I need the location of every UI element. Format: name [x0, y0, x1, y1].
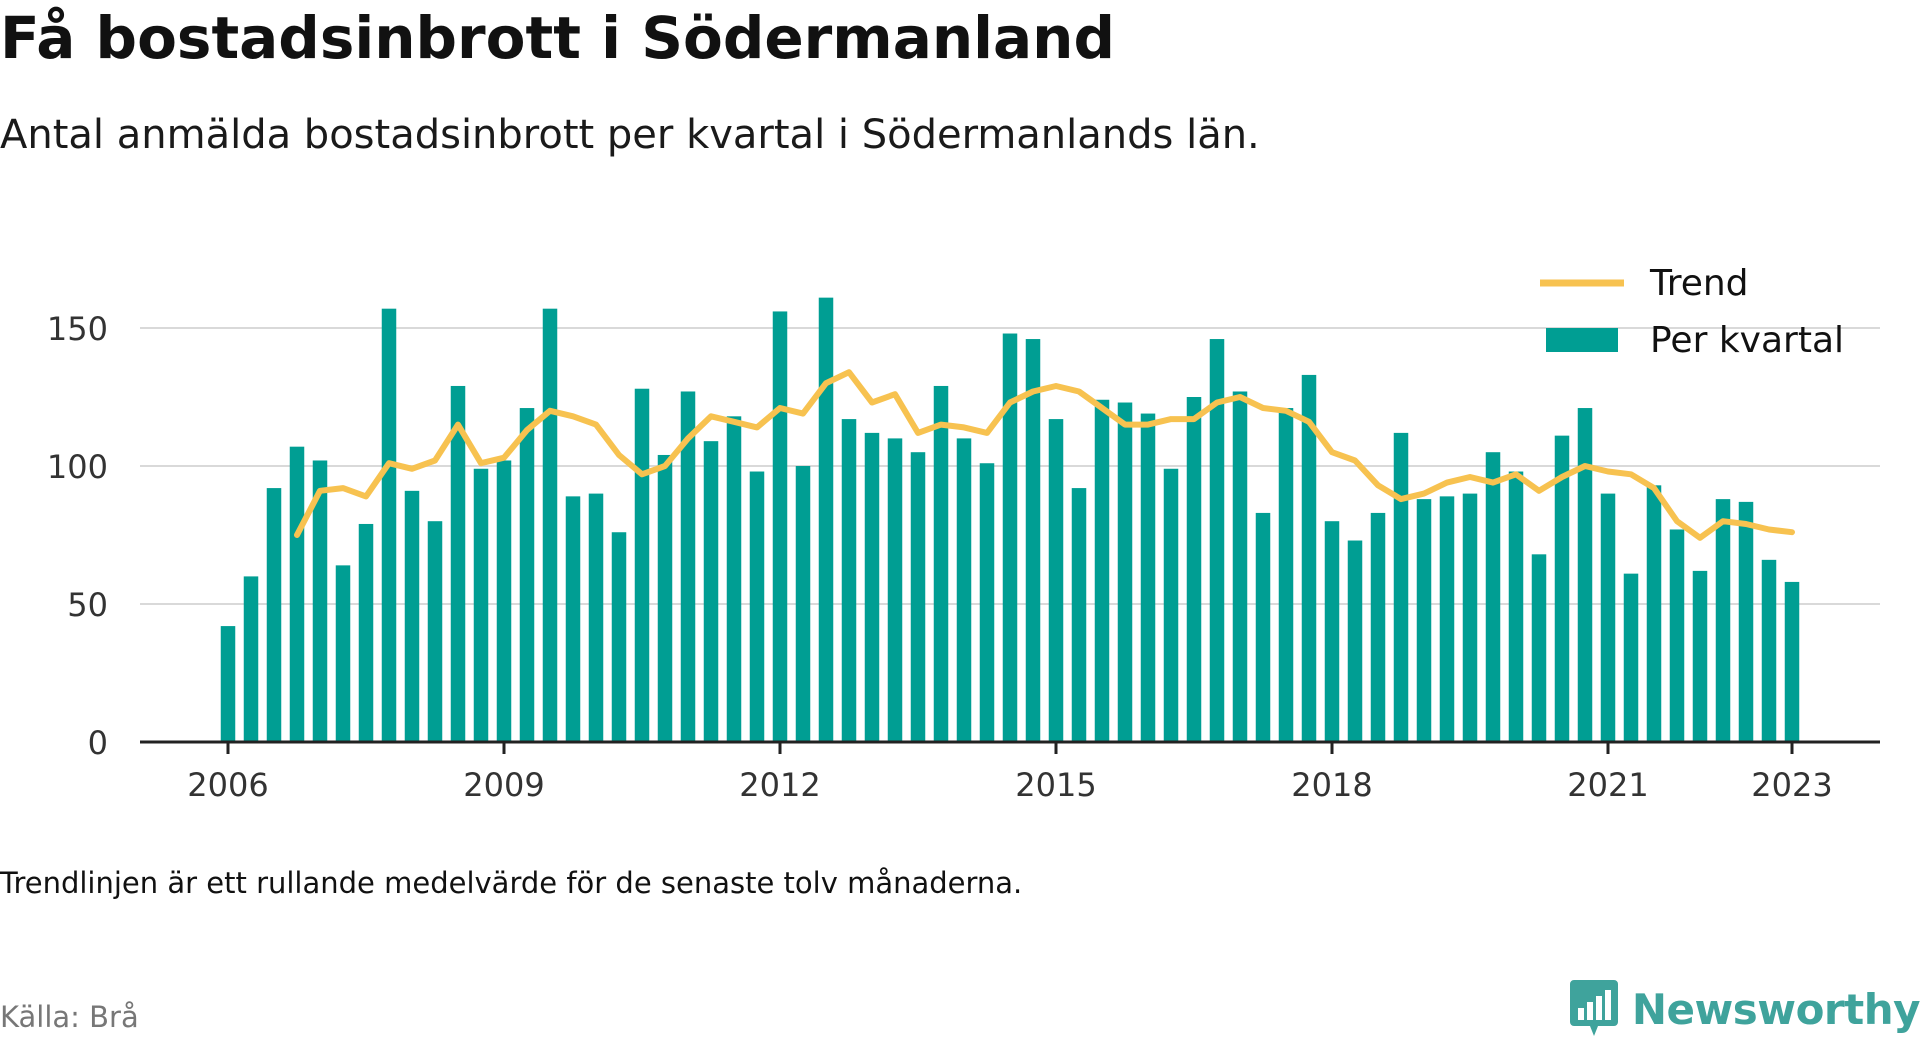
bar	[404, 490, 420, 742]
bar	[772, 311, 788, 742]
bar	[1715, 499, 1731, 742]
x-tick-label: 2006	[187, 766, 268, 804]
bar	[1462, 493, 1478, 742]
bar	[1301, 374, 1317, 742]
bar	[1577, 408, 1593, 742]
bar	[519, 408, 535, 742]
bar	[1025, 339, 1041, 742]
bar	[680, 391, 696, 742]
chart-note: Trendlinjen är ett rullande medelvärde f…	[0, 866, 1023, 900]
bar	[657, 454, 673, 742]
bar	[565, 496, 581, 742]
bar	[933, 385, 949, 742]
y-tick-label: 50	[67, 586, 108, 624]
y-tick-label: 0	[88, 724, 108, 762]
x-tick-label: 2012	[739, 766, 820, 804]
bar	[1738, 501, 1754, 742]
bar	[450, 385, 466, 742]
legend-trend-label: Trend	[1649, 263, 1749, 304]
bar	[1669, 529, 1685, 742]
legend: Trend Per kvartal	[1540, 263, 1844, 361]
bar	[703, 441, 719, 742]
bar	[1692, 570, 1708, 742]
brand: Newsworthy	[1568, 978, 1920, 1040]
newsworthy-logo-icon	[1569, 980, 1618, 1036]
bar	[1255, 512, 1271, 742]
bar	[427, 521, 443, 742]
bar	[266, 488, 282, 742]
bar-line-chart: 0 50 100 150 2006 2009 2012 2015 2018 2021 2023 Tr…	[47, 263, 1880, 804]
source-label: Källa: Brå	[0, 1000, 139, 1034]
bar	[1416, 499, 1432, 742]
bar	[611, 532, 627, 742]
bar	[542, 308, 558, 742]
bar	[1554, 435, 1570, 742]
trend-line	[294, 369, 1795, 541]
bar	[1393, 432, 1409, 742]
page-subtitle: Antal anmälda bostadsinbrott per kvartal…	[0, 112, 1260, 158]
x-tick-label: 2015	[1015, 766, 1096, 804]
x-tick-label: 2009	[463, 766, 544, 804]
bar	[726, 416, 742, 742]
bar	[864, 432, 880, 742]
legend-bar-label: Per kvartal	[1650, 320, 1844, 361]
bars-group	[220, 297, 1800, 742]
bar	[1094, 399, 1110, 742]
bar	[1761, 559, 1777, 742]
axes-group: 0 50 100 150 2006 2009 2012 2015 2018 2021 2023	[47, 310, 1880, 804]
bar	[1646, 485, 1662, 742]
bar	[1347, 540, 1363, 742]
bar	[358, 523, 374, 742]
trend-line-group	[294, 369, 1795, 541]
legend-bar-swatch	[1546, 328, 1618, 352]
bar	[335, 565, 351, 742]
bar	[1278, 408, 1294, 742]
y-tick-label: 150	[47, 310, 108, 348]
bar	[749, 471, 765, 742]
bar	[1140, 413, 1156, 742]
bar	[220, 626, 236, 742]
bar	[910, 452, 926, 742]
bar	[1370, 512, 1386, 742]
bar	[1623, 573, 1639, 742]
bar	[1163, 468, 1179, 742]
bar	[1232, 391, 1248, 742]
bar	[473, 468, 489, 742]
bar	[1531, 554, 1547, 742]
bar	[243, 576, 259, 742]
bar	[1002, 333, 1018, 742]
bar	[1485, 452, 1501, 742]
bar	[818, 297, 834, 742]
bar	[1209, 339, 1225, 742]
x-tick-label: 2023	[1751, 766, 1832, 804]
bar	[1071, 488, 1087, 742]
x-tick-label: 2021	[1567, 766, 1648, 804]
bar	[1186, 397, 1202, 742]
bar	[1439, 496, 1455, 742]
bar	[979, 463, 995, 742]
bar	[795, 466, 811, 742]
bar	[289, 446, 305, 742]
bar	[588, 493, 604, 742]
bar	[1508, 471, 1524, 742]
bar	[1048, 419, 1064, 742]
bar	[312, 460, 328, 742]
y-tick-label: 100	[47, 448, 108, 486]
bar	[841, 419, 857, 742]
bar	[1784, 581, 1800, 742]
bar	[634, 388, 650, 742]
chart-area: 0 50 100 150 2006 2009 2012 2015 2018 2021 2023 Tr…	[0, 240, 1920, 840]
bar	[1117, 402, 1133, 742]
bar	[381, 308, 397, 742]
page-title: Få bostadsinbrott i Södermanland	[0, 4, 1115, 72]
bar	[496, 460, 512, 742]
bar	[887, 438, 903, 742]
bar	[956, 438, 972, 742]
bar	[1600, 493, 1616, 742]
bar	[1324, 521, 1340, 742]
brand-name: Newsworthy	[1631, 984, 1920, 1034]
x-tick-label: 2018	[1291, 766, 1372, 804]
